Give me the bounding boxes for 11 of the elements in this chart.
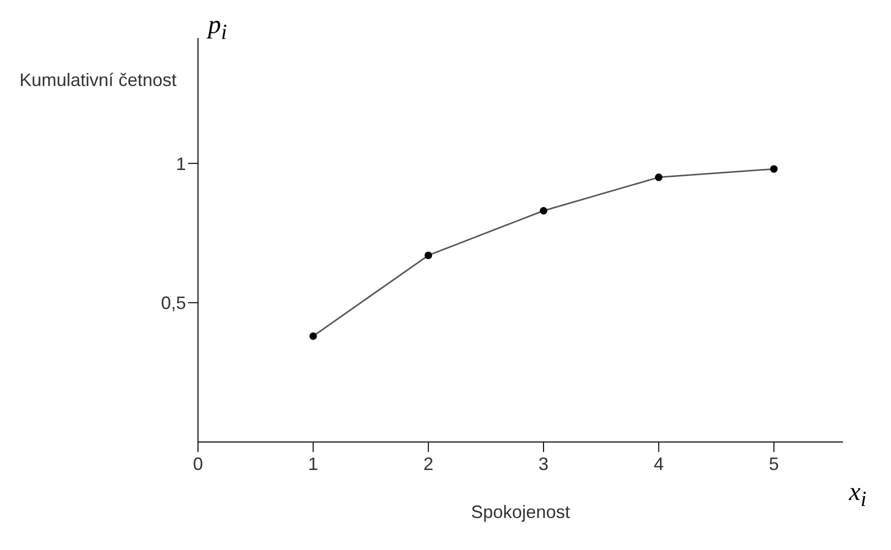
annotation: p$_{i}$ <box>208 10 228 44</box>
x-tick-label: 2 <box>423 454 434 474</box>
y-axis-title: Kumulativní četnost <box>18 69 178 92</box>
x-axis-title: Spokojenost <box>470 502 572 523</box>
x-tick-label: 4 <box>654 454 664 474</box>
x-tick-label: 0 <box>192 454 204 474</box>
x-tick-label: 1 <box>308 454 318 474</box>
x-tick-label: 3 <box>538 454 549 474</box>
x-tick-label: 5 <box>768 454 779 474</box>
y-tick-label: 0,5 <box>160 293 186 314</box>
text: x$_{i}$ <box>849 477 867 512</box>
